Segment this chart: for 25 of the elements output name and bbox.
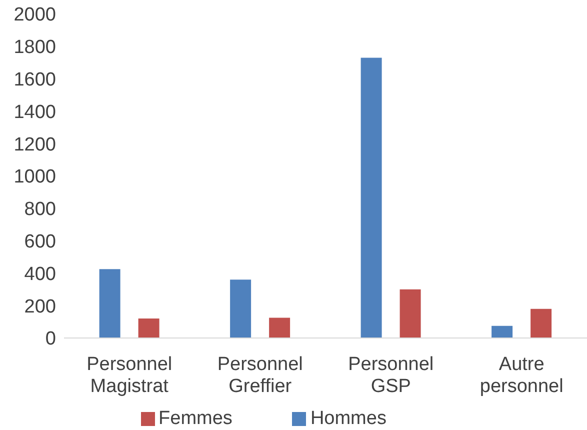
bar [530, 308, 552, 338]
y-tick-label: 1400 [14, 102, 56, 123]
x-tick-label: Personnel GSP [348, 354, 434, 397]
bar [138, 318, 160, 338]
x-tick-label: Personnel Magistrat [86, 354, 172, 397]
y-tick-label: 1600 [14, 70, 56, 91]
legend-label: Hommes [310, 408, 386, 429]
y-tick-label: 0 [45, 328, 56, 350]
y-tick-label: 400 [24, 264, 56, 285]
y-tick-label: 1800 [14, 37, 56, 58]
bar [230, 280, 252, 338]
y-tick-label: 800 [24, 199, 56, 220]
x-tick-label: Autre personnel [480, 354, 564, 397]
legend-label: Femmes [158, 408, 232, 429]
y-tick-label: 200 [24, 296, 56, 318]
bar [360, 58, 382, 338]
y-tick-label: 1200 [14, 134, 56, 156]
y-tick-label: 2000 [14, 4, 56, 26]
y-tick-label: 1000 [14, 166, 56, 188]
x-tick-label: Personnel Greffier [217, 354, 303, 397]
bar [492, 326, 513, 338]
bar [99, 269, 120, 338]
y-tick-label: 600 [24, 232, 56, 253]
bar [269, 318, 290, 338]
bar [400, 289, 421, 338]
